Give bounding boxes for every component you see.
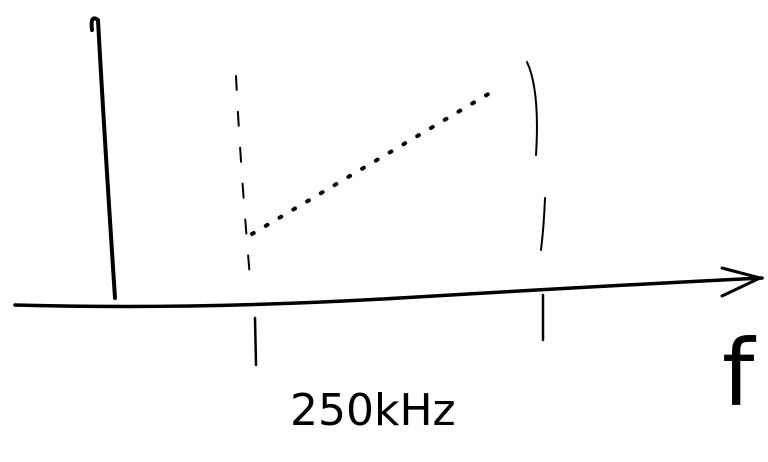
sketch: 250kHz f	[0, 0, 768, 462]
axis-label: f	[722, 320, 757, 427]
tick	[255, 318, 256, 365]
page: 250kHz f (() => { const data = JSON.pars…	[0, 0, 768, 462]
frequency-label: 250kHz	[290, 385, 456, 436]
